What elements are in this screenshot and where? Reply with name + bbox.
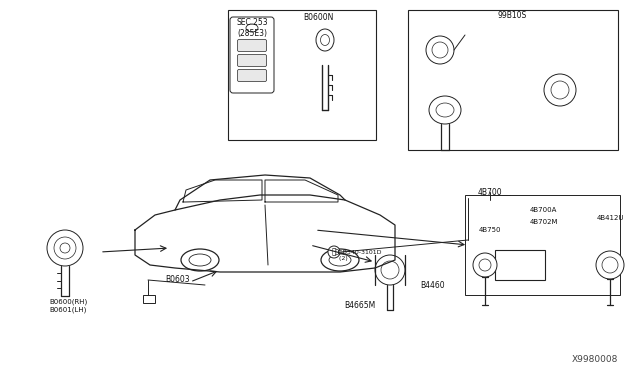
Text: X9980008: X9980008 — [572, 356, 618, 365]
Ellipse shape — [479, 259, 491, 271]
Ellipse shape — [436, 103, 454, 117]
Ellipse shape — [181, 249, 219, 271]
Ellipse shape — [381, 261, 399, 279]
Text: B4665M: B4665M — [344, 301, 376, 310]
Ellipse shape — [47, 230, 83, 266]
Bar — [465, 195, 620, 295]
Ellipse shape — [544, 74, 576, 106]
Circle shape — [328, 246, 340, 258]
Ellipse shape — [54, 237, 76, 259]
Text: B4460: B4460 — [420, 280, 445, 289]
Ellipse shape — [473, 253, 497, 277]
Ellipse shape — [321, 35, 330, 45]
Ellipse shape — [596, 251, 624, 279]
Text: 4B700: 4B700 — [477, 187, 502, 196]
Ellipse shape — [429, 96, 461, 124]
Ellipse shape — [551, 81, 569, 99]
Ellipse shape — [432, 42, 448, 58]
Bar — [143, 295, 155, 303]
Ellipse shape — [375, 255, 405, 285]
Text: 99B10S: 99B10S — [497, 10, 527, 19]
Text: 4B702M: 4B702M — [530, 219, 559, 225]
Bar — [408, 10, 618, 150]
FancyBboxPatch shape — [230, 17, 274, 93]
Text: B0603: B0603 — [165, 276, 189, 285]
Ellipse shape — [426, 36, 454, 64]
Text: 4B700A: 4B700A — [530, 207, 557, 213]
Text: ⒶDB340-3101D
  (2): ⒶDB340-3101D (2) — [335, 249, 383, 261]
Ellipse shape — [316, 29, 334, 51]
Text: B0601(LH): B0601(LH) — [49, 307, 86, 313]
FancyBboxPatch shape — [237, 39, 266, 51]
Ellipse shape — [189, 254, 211, 266]
Text: B0600N: B0600N — [303, 13, 333, 22]
FancyBboxPatch shape — [237, 70, 266, 81]
Ellipse shape — [329, 254, 351, 266]
Ellipse shape — [60, 243, 70, 253]
Ellipse shape — [246, 24, 258, 32]
Text: B0600(RH): B0600(RH) — [49, 299, 87, 305]
Text: 4B412U: 4B412U — [596, 215, 624, 221]
Text: SEC.253
(285E3): SEC.253 (285E3) — [236, 18, 268, 38]
Text: 4B750: 4B750 — [479, 227, 501, 233]
Text: Ⓐ: Ⓐ — [332, 247, 336, 257]
Bar — [495, 250, 545, 280]
Bar — [228, 10, 376, 140]
FancyBboxPatch shape — [237, 55, 266, 67]
Ellipse shape — [602, 257, 618, 273]
Ellipse shape — [321, 249, 359, 271]
